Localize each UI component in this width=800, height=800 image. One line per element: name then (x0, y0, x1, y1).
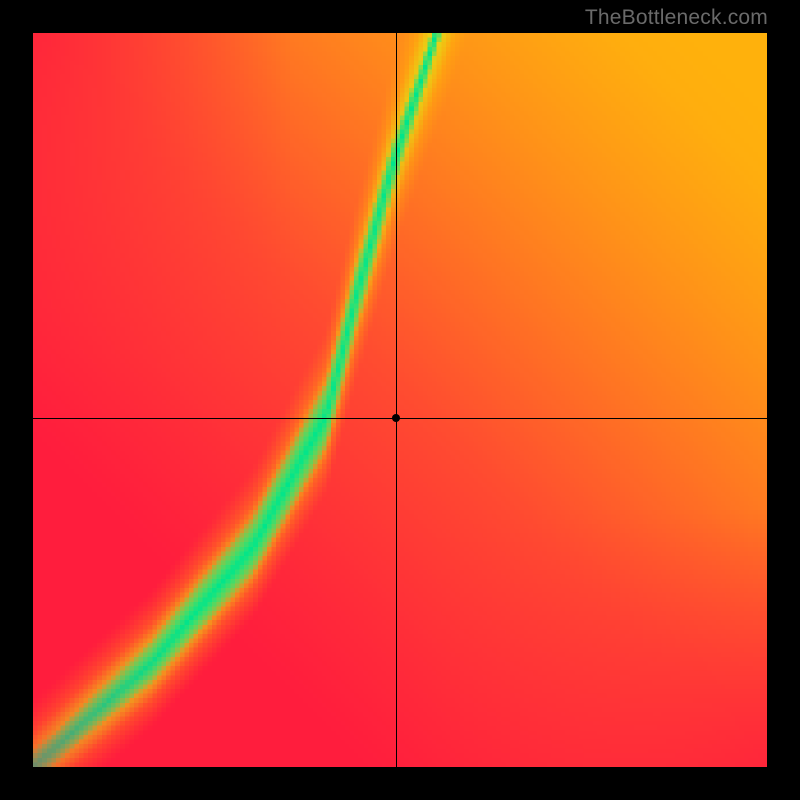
heatmap-canvas (33, 33, 767, 767)
watermark-text: TheBottleneck.com (585, 6, 768, 30)
chart-root: TheBottleneck.com (0, 0, 800, 800)
